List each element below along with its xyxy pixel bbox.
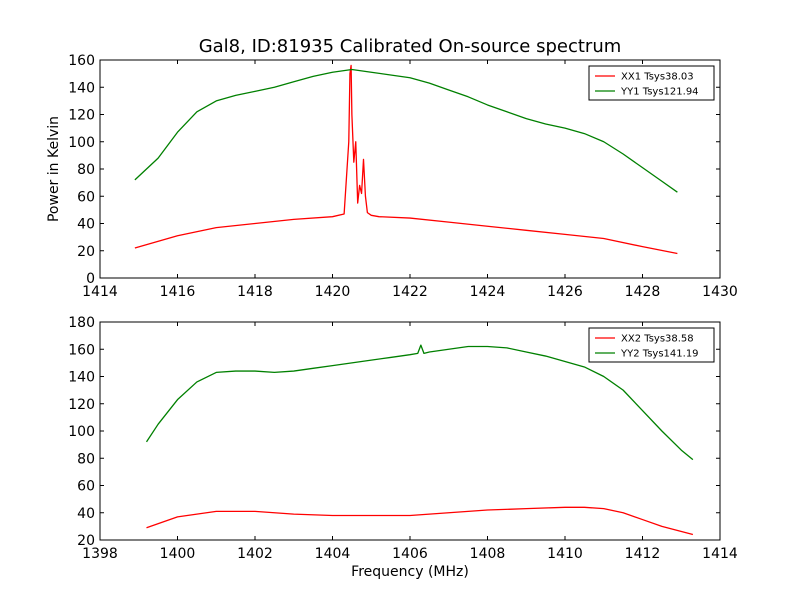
y-tick-label: 140	[68, 80, 95, 96]
x-tick-label: 1398	[82, 546, 118, 562]
upper-spectrum-panel: 1414 1416 1418 1420 1422 1424 1426 1428 1430 0 20 4…	[46, 53, 738, 300]
x-tick-label: 1426	[547, 284, 583, 300]
x-tick-label: 1414	[82, 284, 118, 300]
x-tick-label: 1414	[702, 546, 738, 562]
chart-title: Gal8, ID:81935 Calibrated On-source spec…	[199, 36, 622, 57]
y-tick-label: 80	[77, 162, 95, 178]
x-tick-label: 1420	[315, 284, 351, 300]
y-tick-label: 140	[68, 370, 95, 386]
y-tick-label: 80	[77, 451, 95, 467]
x-tick-label: 1406	[392, 546, 428, 562]
x-tick-label: 1402	[237, 546, 273, 562]
y-tick-label: 0	[86, 271, 95, 287]
y-tick-label: 120	[68, 108, 95, 124]
x-tick-label: 1404	[315, 546, 351, 562]
legend-entry: YY2 Tsys141.19	[620, 349, 699, 360]
x-tick-label: 1408	[470, 546, 506, 562]
legend: XX1 Tsys38.03 YY1 Tsys121.94	[588, 65, 715, 101]
legend-entry: XX2 Tsys38.58	[621, 334, 694, 345]
y-tick-label: 20	[77, 244, 95, 260]
x-tick-label: 1428	[625, 284, 661, 300]
y-tick-label: 160	[68, 342, 95, 358]
y-tick-label: 100	[68, 424, 95, 440]
series-line-yy1	[134, 68, 678, 193]
series-line-xx2	[146, 506, 694, 536]
legend-box	[588, 327, 715, 363]
series-line-xx1	[134, 64, 678, 255]
x-tick-label: 1416	[160, 284, 196, 300]
x-tick-label: 1418	[237, 284, 273, 300]
legend-entry: XX1 Tsys38.03	[621, 72, 694, 83]
x-tick-label: 1410	[547, 546, 583, 562]
y-tick-label: 160	[68, 53, 95, 69]
x-tick-label: 1430	[702, 284, 738, 300]
y-tick-label: 180	[68, 315, 95, 331]
legend-box	[588, 65, 715, 101]
y-tick-label: 40	[77, 217, 95, 233]
legend-entry: YY1 Tsys121.94	[620, 87, 699, 98]
y-tick-label: 100	[68, 135, 95, 151]
y-tick-label: 20	[77, 533, 95, 549]
lower-spectrum-panel: 1398 1400 1402 1404 1406 1408 1410 1412 1414 20 40…	[68, 315, 738, 580]
y-tick-label: 60	[77, 189, 95, 205]
x-tick-label: 1400	[160, 546, 196, 562]
x-tick-label: 1424	[470, 284, 506, 300]
y-tick-label: 60	[77, 479, 95, 495]
x-axis-label: Frequency (MHz)	[351, 564, 469, 580]
y-tick-label: 120	[68, 397, 95, 413]
series-line-yy2	[145, 344, 694, 461]
legend: XX2 Tsys38.58 YY2 Tsys141.19	[588, 327, 715, 363]
x-tick-label: 1422	[392, 284, 428, 300]
y-tick-label: 40	[77, 506, 95, 522]
x-tick-label: 1412	[625, 546, 661, 562]
y-axis-label: Power in Kelvin	[46, 116, 62, 222]
